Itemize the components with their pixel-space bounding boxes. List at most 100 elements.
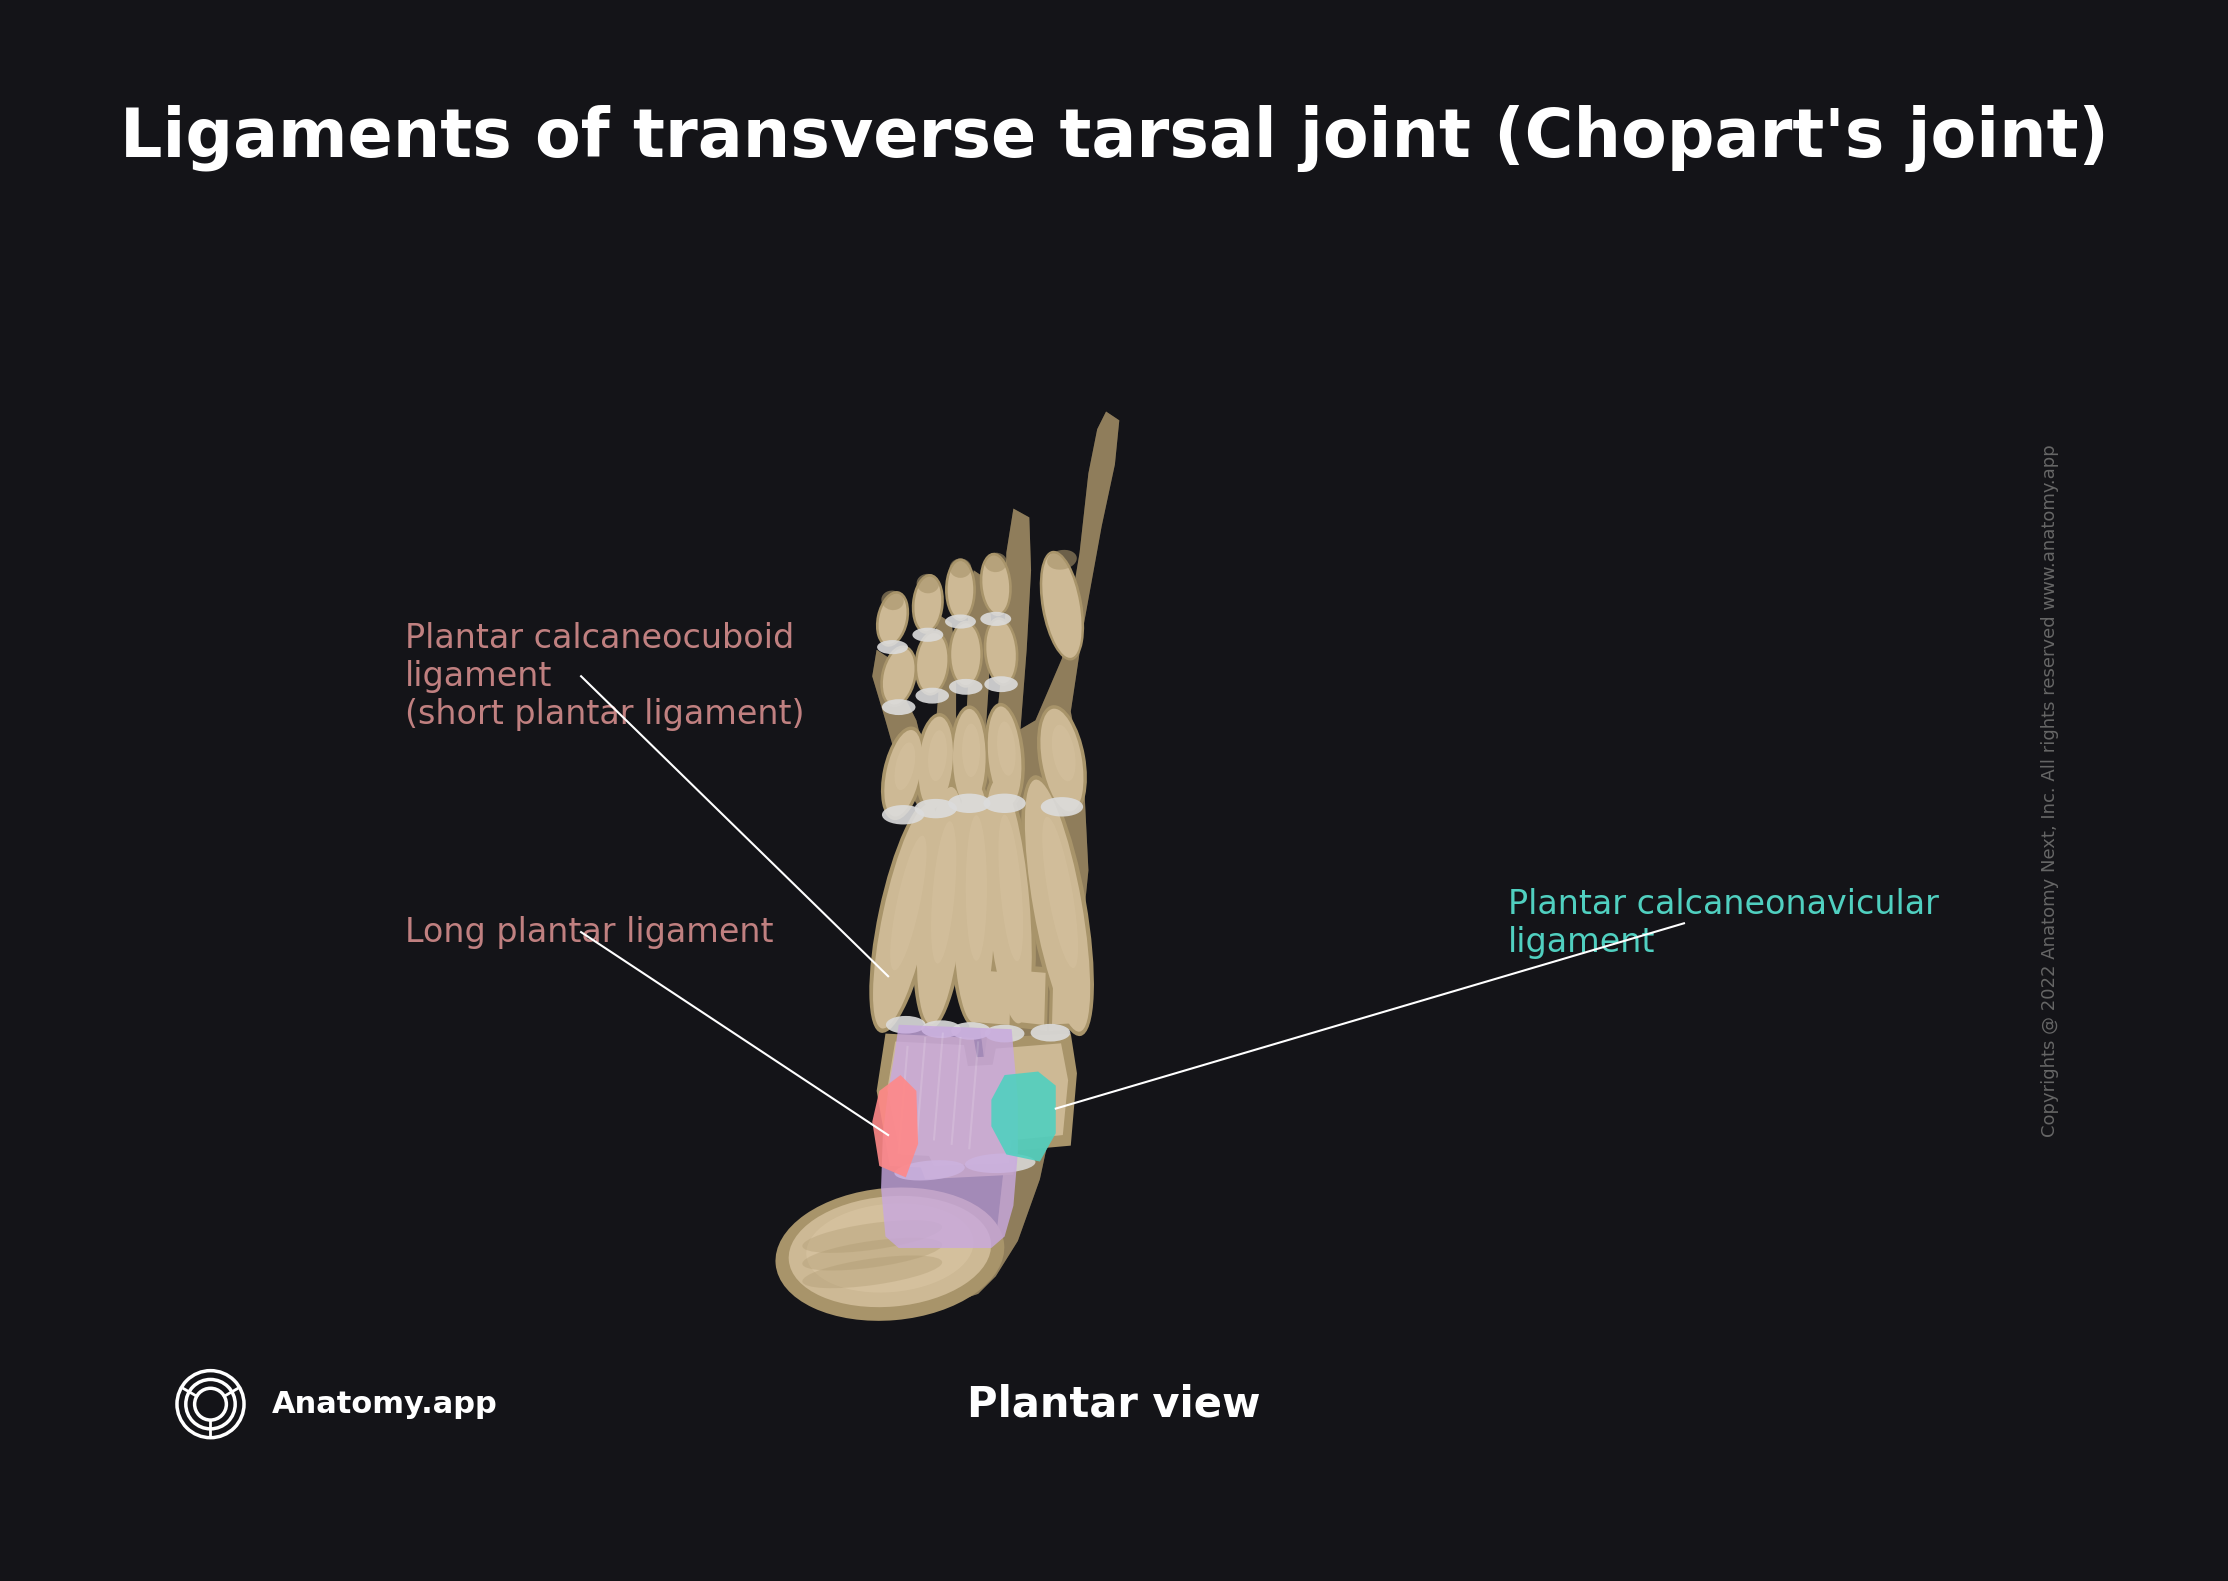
Ellipse shape (789, 1195, 991, 1307)
Ellipse shape (802, 1221, 942, 1252)
Ellipse shape (887, 1017, 925, 1034)
Ellipse shape (878, 594, 907, 643)
Ellipse shape (983, 617, 1018, 686)
Ellipse shape (802, 1238, 942, 1271)
Text: Long plantar ligament: Long plantar ligament (405, 915, 773, 949)
Ellipse shape (885, 730, 922, 817)
Ellipse shape (949, 621, 983, 688)
Ellipse shape (913, 577, 940, 631)
Ellipse shape (965, 1154, 1036, 1173)
Text: Anatomy.app: Anatomy.app (272, 1390, 499, 1418)
Ellipse shape (954, 708, 985, 806)
Ellipse shape (882, 591, 905, 610)
Polygon shape (980, 1034, 1076, 1153)
Text: Plantar calcaneocuboid
ligament
(short plantar ligament): Plantar calcaneocuboid ligament (short p… (405, 621, 804, 730)
Ellipse shape (1040, 550, 1085, 661)
Polygon shape (887, 1042, 974, 1157)
Polygon shape (871, 1075, 918, 1178)
Ellipse shape (980, 775, 1036, 1028)
Ellipse shape (913, 783, 969, 1029)
Polygon shape (991, 1072, 1056, 1162)
Ellipse shape (1040, 708, 1083, 811)
Ellipse shape (878, 640, 909, 655)
Ellipse shape (882, 648, 913, 705)
Polygon shape (793, 411, 1118, 1315)
Ellipse shape (980, 612, 1012, 626)
Polygon shape (1016, 964, 1049, 1031)
Ellipse shape (891, 836, 927, 971)
Ellipse shape (807, 1203, 974, 1293)
Ellipse shape (985, 704, 1025, 808)
Text: Plantar view: Plantar view (967, 1383, 1261, 1424)
Polygon shape (989, 1043, 1067, 1141)
Ellipse shape (983, 794, 1025, 813)
Ellipse shape (987, 620, 1016, 683)
Text: Ligaments of transverse tarsal joint (Chopart's joint): Ligaments of transverse tarsal joint (Ch… (120, 104, 2108, 171)
Ellipse shape (911, 574, 945, 634)
Ellipse shape (980, 553, 1012, 617)
Ellipse shape (893, 1160, 965, 1181)
Ellipse shape (949, 776, 1000, 1028)
Ellipse shape (949, 705, 989, 809)
Ellipse shape (985, 553, 1007, 572)
Ellipse shape (1020, 775, 1094, 1036)
Ellipse shape (965, 816, 987, 961)
Ellipse shape (951, 623, 980, 685)
Ellipse shape (880, 645, 918, 707)
Ellipse shape (945, 615, 976, 629)
Ellipse shape (1043, 553, 1081, 658)
Ellipse shape (882, 805, 925, 824)
Ellipse shape (876, 591, 909, 647)
Ellipse shape (880, 727, 925, 821)
Ellipse shape (916, 688, 949, 704)
Polygon shape (907, 1056, 1032, 1179)
Ellipse shape (916, 713, 956, 813)
Ellipse shape (802, 1255, 942, 1289)
Ellipse shape (1040, 797, 1083, 816)
Ellipse shape (916, 574, 938, 593)
Ellipse shape (949, 558, 971, 579)
Polygon shape (880, 1024, 1018, 1247)
Ellipse shape (929, 730, 947, 781)
Ellipse shape (775, 1187, 1005, 1320)
Polygon shape (918, 1064, 1023, 1165)
Ellipse shape (985, 779, 1032, 1023)
Text: Copyrights @ 2022 Anatomy Next, Inc. All rights reserved www.anatomy.app: Copyrights @ 2022 Anatomy Next, Inc. All… (2041, 444, 2059, 1137)
Ellipse shape (1032, 1024, 1069, 1042)
Polygon shape (974, 969, 1012, 1024)
Ellipse shape (998, 814, 1023, 961)
Ellipse shape (916, 798, 958, 819)
Ellipse shape (918, 632, 947, 692)
Ellipse shape (882, 699, 916, 715)
Polygon shape (969, 964, 1016, 1031)
Ellipse shape (918, 716, 954, 809)
Ellipse shape (913, 628, 942, 642)
Text: Plantar calcaneonavicular
ligament: Plantar calcaneonavicular ligament (1508, 887, 1938, 960)
Ellipse shape (954, 779, 996, 1023)
Ellipse shape (985, 677, 1018, 692)
Polygon shape (1018, 971, 1045, 1024)
Polygon shape (876, 1034, 983, 1170)
Polygon shape (793, 411, 1118, 1315)
Ellipse shape (931, 821, 956, 963)
Ellipse shape (916, 787, 965, 1024)
Ellipse shape (873, 803, 938, 1029)
Ellipse shape (949, 794, 991, 813)
Ellipse shape (987, 707, 1020, 805)
Ellipse shape (1025, 779, 1089, 1032)
Ellipse shape (998, 721, 1016, 776)
Ellipse shape (983, 555, 1009, 613)
Ellipse shape (945, 558, 976, 621)
Polygon shape (1052, 964, 1083, 1024)
Ellipse shape (962, 724, 980, 776)
Ellipse shape (896, 743, 916, 790)
Ellipse shape (920, 1020, 960, 1039)
Ellipse shape (1047, 550, 1076, 569)
Polygon shape (1049, 958, 1085, 1031)
Ellipse shape (1052, 724, 1076, 781)
Ellipse shape (985, 1024, 1025, 1042)
Ellipse shape (949, 678, 983, 694)
Ellipse shape (951, 1021, 991, 1040)
Ellipse shape (1043, 817, 1078, 968)
Ellipse shape (947, 561, 974, 618)
